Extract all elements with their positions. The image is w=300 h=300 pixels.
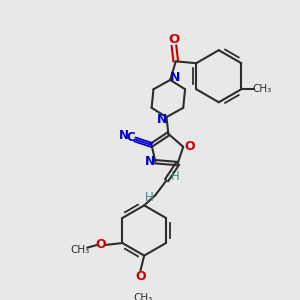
Text: H: H xyxy=(170,170,179,183)
Text: CH₃: CH₃ xyxy=(70,244,89,255)
Text: N: N xyxy=(145,155,155,168)
Text: N: N xyxy=(170,70,180,84)
Text: O: O xyxy=(184,140,195,153)
Text: O: O xyxy=(96,238,106,251)
Text: N: N xyxy=(119,129,129,142)
Text: O: O xyxy=(168,34,180,46)
Text: H: H xyxy=(145,191,153,205)
Text: N: N xyxy=(157,113,167,126)
Text: O: O xyxy=(135,269,146,283)
Text: CH₃: CH₃ xyxy=(252,84,272,94)
Text: CH₃: CH₃ xyxy=(134,293,153,300)
Text: C: C xyxy=(127,131,136,144)
